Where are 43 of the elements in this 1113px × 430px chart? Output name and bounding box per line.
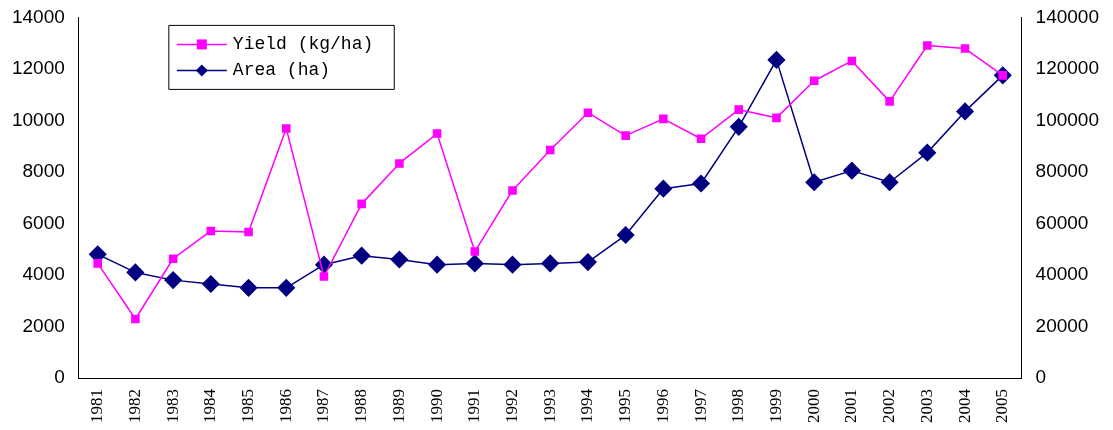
x-tick-label: 1996 — [652, 389, 672, 423]
x-tick-label: 1983 — [162, 389, 182, 423]
x-tick-label: 1982 — [124, 389, 144, 423]
x-tick-label: 1994 — [577, 388, 597, 423]
x-tick-label: 1985 — [238, 389, 257, 423]
y2-tick-label: 40000 — [1035, 263, 1089, 285]
x-tick-label: 2000 — [803, 389, 823, 423]
legend-label: Yield (kg/ha) — [232, 34, 374, 55]
x-tick-label: 1995 — [615, 389, 635, 423]
x-tick-label: 2004 — [954, 388, 974, 423]
y-tick-label: 10000 — [11, 108, 65, 130]
y-tick-label: 6000 — [22, 211, 65, 233]
y-tick-label: 8000 — [22, 160, 65, 182]
x-tick-label: 1989 — [388, 389, 408, 423]
x-tick-label: 1999 — [765, 389, 785, 423]
x-tick-label: 1986 — [275, 389, 295, 423]
x-tick-label: 1987 — [313, 388, 333, 423]
y2-tick-label: 60000 — [1035, 211, 1089, 233]
legend-label: Area (ha) — [232, 60, 331, 81]
y-tick-label: 0 — [54, 366, 65, 388]
x-tick-label: 1990 — [426, 389, 446, 423]
y2-tick-label: 0 — [1035, 366, 1047, 388]
x-tick-label: 1984 — [200, 388, 220, 423]
x-tick-label: 2001 — [841, 389, 861, 423]
y2-tick-label: 140000 — [1035, 5, 1099, 27]
y-tick-label: 2000 — [22, 314, 65, 336]
x-tick-label: 1988 — [351, 389, 371, 423]
y2-tick-label: 100000 — [1035, 108, 1099, 130]
y-tick-label: 4000 — [22, 263, 65, 285]
y-tick-label: 12000 — [11, 57, 65, 79]
y-tick-label: 14000 — [11, 5, 65, 27]
x-tick-label: 1992 — [501, 389, 521, 423]
y2-tick-label: 120000 — [1035, 57, 1099, 79]
x-tick-label: 1981 — [87, 389, 107, 423]
x-tick-label: 2005 — [992, 389, 1012, 423]
x-tick-label: 2003 — [916, 389, 936, 423]
x-tick-label: 1997 — [690, 388, 710, 423]
x-tick-label: 1998 — [728, 389, 748, 423]
x-tick-label: 2002 — [879, 389, 899, 423]
x-tick-label: 1991 — [464, 389, 484, 423]
x-tick-label: 1993 — [539, 389, 559, 423]
y2-tick-label: 80000 — [1035, 160, 1089, 182]
y2-tick-label: 20000 — [1035, 314, 1089, 336]
